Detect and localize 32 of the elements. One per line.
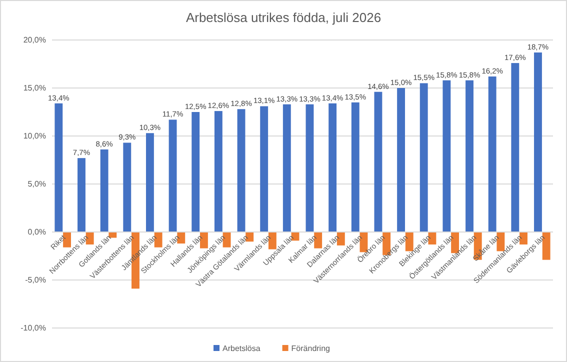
bar [351,102,360,232]
bar [534,52,542,232]
y-tick-label: 5,0% [28,180,46,189]
chart-title: Arbetslösa utrikes födda, juli 2026 [186,10,382,25]
legend-label: Arbetslösa [222,344,261,353]
bar [420,83,428,232]
y-tick-label: -10,0% [20,324,46,333]
bar [123,142,132,232]
bar [260,106,268,232]
bar [54,103,63,232]
y-tick-label: 20,0% [23,36,46,45]
bar [511,63,520,232]
legend-label: Förändring [291,344,330,353]
bar [214,111,222,232]
y-tick-label: -5,0% [25,276,46,285]
bar [306,104,314,232]
bar [100,149,108,232]
bar [466,80,474,232]
bar [192,112,200,232]
bar [168,120,177,232]
bar [328,103,337,232]
y-tick-label: 15,0% [23,84,46,93]
bar [488,76,496,232]
y-tick-label: 10,0% [23,132,46,141]
bar [282,104,291,232]
bar [397,88,405,232]
y-tick-label: 0,0% [28,228,46,237]
bar [442,80,451,232]
bar [374,92,382,232]
bar [146,133,154,232]
bar [78,158,86,232]
bar [237,109,246,232]
